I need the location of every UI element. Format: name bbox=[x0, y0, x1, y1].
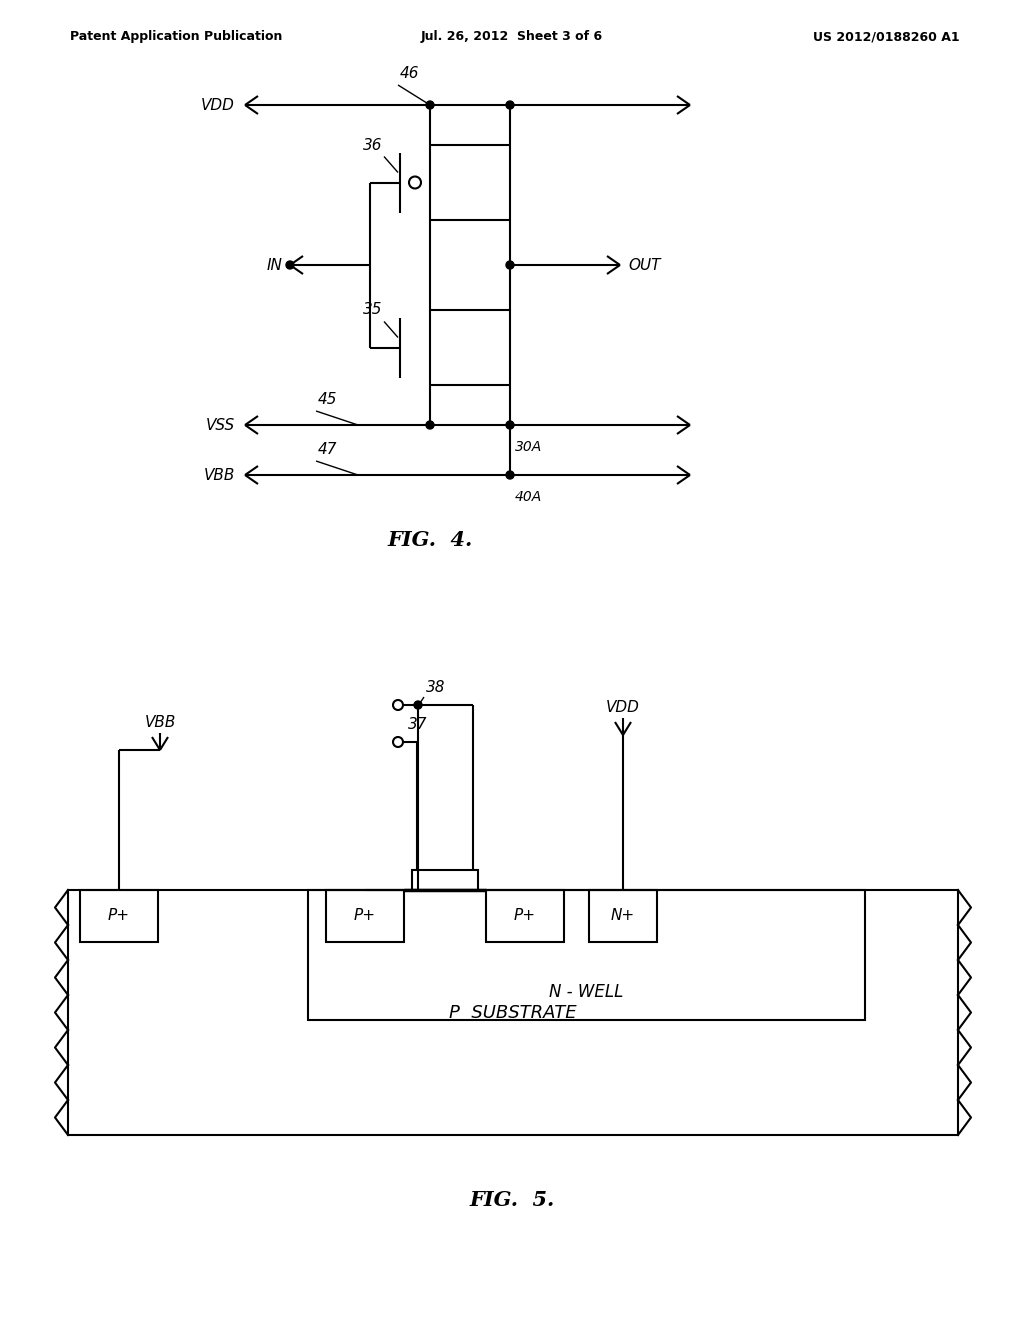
Text: VDD: VDD bbox=[201, 98, 234, 112]
Text: 45: 45 bbox=[318, 392, 338, 407]
Circle shape bbox=[414, 701, 422, 709]
Circle shape bbox=[426, 102, 434, 110]
Text: US 2012/0188260 A1: US 2012/0188260 A1 bbox=[813, 30, 961, 44]
Circle shape bbox=[506, 102, 514, 110]
Text: P+: P+ bbox=[108, 908, 130, 924]
Text: N+: N+ bbox=[611, 908, 635, 924]
Text: OUT: OUT bbox=[628, 257, 660, 272]
Text: 38: 38 bbox=[426, 680, 445, 696]
Text: VSS: VSS bbox=[206, 417, 234, 433]
Circle shape bbox=[506, 261, 514, 269]
Text: 35: 35 bbox=[362, 302, 382, 318]
Circle shape bbox=[426, 421, 434, 429]
Circle shape bbox=[506, 421, 514, 429]
Circle shape bbox=[286, 261, 294, 269]
Bar bbox=[589, 890, 657, 942]
Text: Jul. 26, 2012  Sheet 3 of 6: Jul. 26, 2012 Sheet 3 of 6 bbox=[421, 30, 603, 44]
Circle shape bbox=[393, 737, 403, 747]
Text: VBB: VBB bbox=[144, 715, 176, 730]
Text: VDD: VDD bbox=[606, 700, 640, 715]
Circle shape bbox=[393, 700, 403, 710]
Text: N - WELL: N - WELL bbox=[549, 983, 624, 1001]
Bar bbox=[412, 870, 478, 890]
Text: FIG.  4.: FIG. 4. bbox=[387, 531, 473, 550]
Text: IN: IN bbox=[266, 257, 282, 272]
Text: 37: 37 bbox=[408, 717, 427, 733]
Text: P  SUBSTRATE: P SUBSTRATE bbox=[450, 1003, 577, 1022]
Text: 47: 47 bbox=[318, 442, 338, 457]
Text: FIG.  5.: FIG. 5. bbox=[469, 1191, 555, 1210]
Text: VBB: VBB bbox=[204, 467, 234, 483]
Text: 40A: 40A bbox=[515, 490, 543, 504]
Bar bbox=[68, 890, 958, 1135]
Bar bbox=[326, 890, 404, 942]
Text: 30A: 30A bbox=[515, 440, 543, 454]
Text: P+: P+ bbox=[354, 908, 376, 924]
Text: Patent Application Publication: Patent Application Publication bbox=[70, 30, 283, 44]
Text: 36: 36 bbox=[362, 137, 382, 153]
Text: P+: P+ bbox=[514, 908, 536, 924]
Bar bbox=[308, 890, 865, 1020]
Bar bbox=[486, 890, 564, 942]
Bar bbox=[80, 890, 158, 942]
Text: 46: 46 bbox=[400, 66, 420, 81]
Circle shape bbox=[506, 471, 514, 479]
Circle shape bbox=[409, 177, 421, 189]
